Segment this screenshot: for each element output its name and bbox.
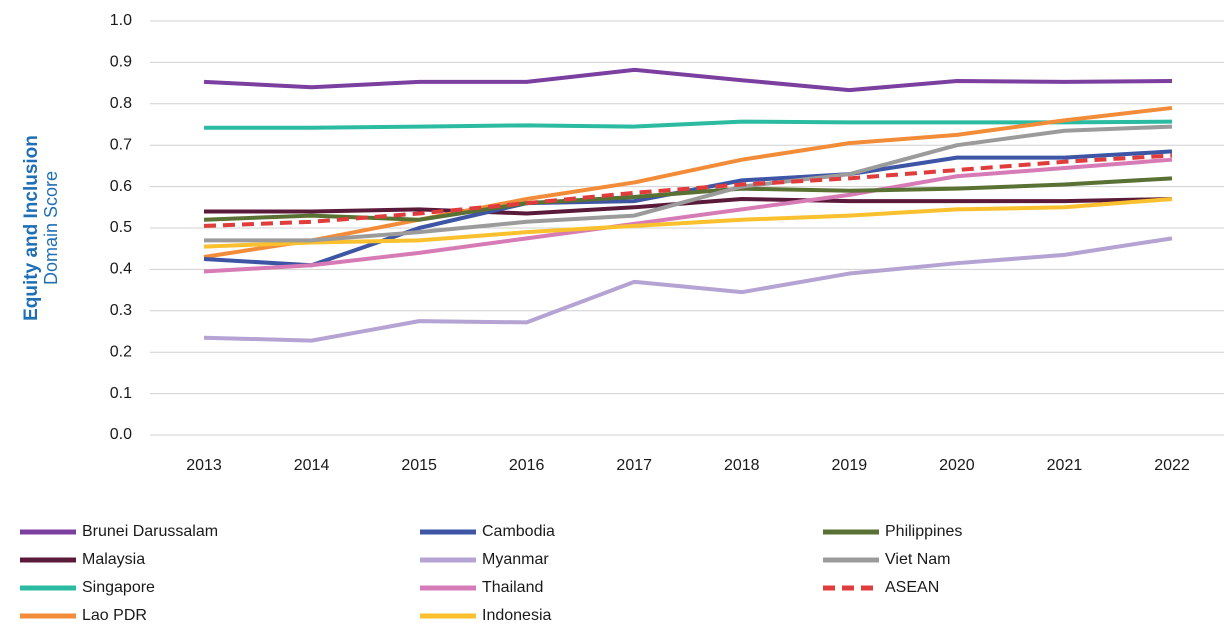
- y-axis-label: Equity and Inclusion: [21, 135, 42, 321]
- legend-label: Cambodia: [482, 523, 555, 540]
- legend-label: Viet Nam: [885, 551, 951, 568]
- series-line: [203, 149, 1173, 268]
- x-tick-label: 2020: [939, 457, 975, 474]
- x-tick-label: 2016: [509, 457, 545, 474]
- x-tick-label: 2013: [186, 457, 222, 474]
- series-line: [203, 105, 1173, 259]
- series-line: [204, 124, 1173, 243]
- y-tick-label: 0.8: [110, 95, 132, 112]
- y-tick-label: 0.6: [110, 178, 132, 195]
- x-tick-label: 2015: [401, 457, 437, 474]
- x-tick-label: 2014: [294, 457, 330, 474]
- series-line: [203, 153, 1173, 228]
- y-tick-label: 0.9: [110, 54, 132, 71]
- series-line: [204, 119, 1173, 130]
- series-line: [203, 157, 1173, 274]
- series-line: [203, 67, 1173, 93]
- y-tick-label: 0.0: [110, 426, 132, 443]
- legend-label: Lao PDR: [82, 607, 147, 624]
- legend-label: Singapore: [82, 579, 155, 596]
- y-tick-label: 1.0: [110, 12, 132, 29]
- y-tick-label: 0.3: [110, 302, 132, 319]
- legend-label: Philippines: [885, 523, 962, 540]
- x-tick-label: 2018: [724, 457, 760, 474]
- series-line: [203, 236, 1173, 343]
- x-tick-label: 2021: [1047, 457, 1083, 474]
- legend-label: Myanmar: [482, 551, 549, 568]
- y-tick-label: 0.7: [110, 136, 132, 153]
- x-tick-label: 2019: [832, 457, 868, 474]
- y-tick-label: 0.1: [110, 385, 132, 402]
- y-tick-label: 0.2: [110, 343, 132, 360]
- legend-label: Malaysia: [82, 551, 145, 568]
- legend-label: Brunei Darussalam: [82, 523, 218, 540]
- legend-label: Indonesia: [482, 607, 551, 624]
- x-tick-label: 2022: [1154, 457, 1190, 474]
- y-tick-label: 0.5: [110, 219, 132, 236]
- x-tick-label: 2017: [616, 457, 652, 474]
- legend-label: Thailand: [482, 579, 543, 596]
- legend-label: ASEAN: [885, 579, 939, 596]
- y-tick-label: 0.4: [110, 261, 132, 278]
- series-line: [203, 197, 1173, 249]
- y-axis-sublabel: Domain Score: [41, 171, 61, 285]
